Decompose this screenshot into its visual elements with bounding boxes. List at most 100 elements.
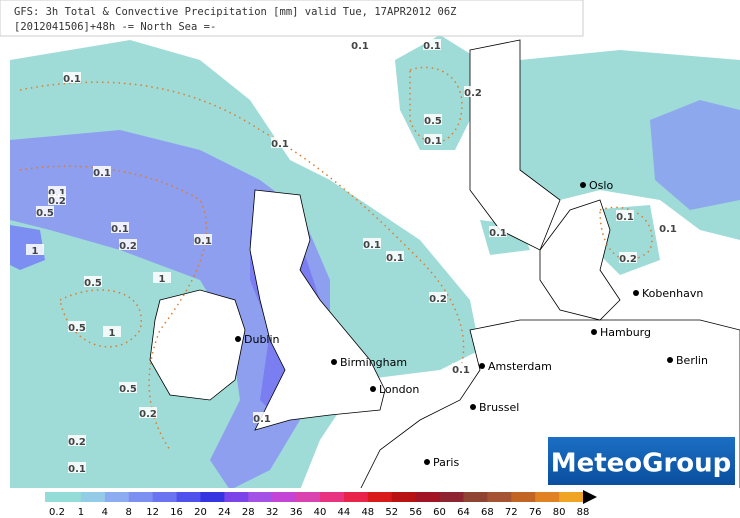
legend-seg [296, 492, 321, 502]
contour-label-bg [271, 137, 289, 148]
contour-label: 0.1 [194, 236, 212, 247]
legend-tick: 20 [194, 507, 207, 518]
city-label: Amsterdam [488, 360, 552, 373]
legend-tick: 1 [78, 507, 84, 518]
city-dot [331, 359, 337, 365]
legend-seg [200, 492, 225, 502]
contour-label-bg [68, 462, 86, 473]
contour-label-bg [363, 238, 381, 249]
legend-seg [80, 492, 106, 502]
contour-label: 0.1 [616, 212, 634, 223]
legend-tick: 56 [409, 507, 422, 518]
contour-label-bg [68, 435, 86, 446]
legend-seg [415, 492, 441, 502]
city-label: Paris [433, 456, 459, 469]
legend-tick: 16 [170, 507, 183, 518]
contour-label-bg [424, 114, 442, 125]
contour-label-bg [619, 252, 637, 263]
contour-label-bg [48, 194, 66, 205]
legend-seg [57, 492, 82, 502]
contour-label: 0.2 [48, 196, 66, 207]
contour-label-bg [63, 72, 81, 83]
contour-label: 0.1 [363, 240, 381, 251]
contour-label: 1 [109, 328, 116, 339]
contour-label-bg [429, 292, 447, 303]
contour-label: 0.1 [423, 41, 441, 52]
legend-seg [343, 492, 369, 502]
legend-seg [128, 492, 154, 502]
legend-seg [535, 492, 560, 502]
legend-tick: 52 [385, 507, 398, 518]
contour-label-bg [423, 39, 441, 50]
legend-seg [248, 492, 273, 502]
contour-label: 0.1 [48, 188, 66, 199]
legend-tick: 8 [126, 507, 132, 518]
legend-tick: 4 [102, 507, 108, 518]
contour-label: 0.1 [424, 136, 442, 147]
city-dot [424, 459, 430, 465]
contour-label-bg [616, 210, 634, 221]
legend-tick: 88 [577, 507, 590, 518]
header-box [0, 0, 584, 37]
contour-label: 1 [32, 246, 39, 257]
legend-tick: 0.2 [49, 507, 65, 518]
legend-seg [176, 492, 201, 502]
city-dot [667, 357, 673, 363]
contour-label: 0.1 [351, 41, 369, 52]
contour-label-bg [36, 206, 54, 217]
city-label: Kobenhavn [642, 287, 703, 300]
city-label: London [379, 383, 419, 396]
logo: MeteoGroup [551, 449, 732, 479]
contour-label-bg [351, 39, 369, 50]
city-dot [580, 182, 586, 188]
contour-label: 0.5 [424, 116, 442, 127]
contour-label-bg [253, 412, 271, 423]
contour-label: 0.2 [68, 437, 86, 448]
city-label: Brussel [479, 401, 519, 414]
contour-label: 0.2 [464, 88, 482, 99]
contour-label-bg [68, 321, 86, 332]
legend-tick: 72 [505, 507, 518, 518]
contour-label-bg [26, 244, 44, 255]
city-dot [633, 290, 639, 296]
contour-label: 0.5 [36, 208, 54, 219]
contour-label-bg [424, 134, 442, 145]
contour-label-bg [93, 166, 111, 177]
city-dot [235, 336, 241, 342]
legend-seg [463, 492, 488, 502]
header-subtitle: [2012041506]+48h -= North Sea =- [14, 21, 216, 33]
contour-label-bg [153, 272, 171, 283]
contour-label-bg [452, 363, 470, 374]
contour-label-bg [489, 226, 507, 237]
contour-label: 0.2 [119, 241, 137, 252]
contour-label: 1 [159, 274, 166, 285]
contour-label-bg [119, 382, 137, 393]
legend-seg [439, 492, 464, 502]
contour-label-bg [464, 86, 482, 97]
legend-tick: 76 [529, 507, 542, 518]
contours [19, 66, 653, 451]
legend-tick: 40 [314, 507, 327, 518]
legend-seg [272, 492, 297, 502]
legend-tick: 60 [433, 507, 446, 518]
city-label: Oslo [589, 179, 613, 192]
contour-label: 0.1 [253, 414, 271, 425]
contour-label: 0.1 [452, 365, 470, 376]
contour-label: 0.2 [139, 409, 157, 420]
contour-label-bg [119, 239, 137, 250]
legend-tick: 44 [338, 507, 351, 518]
legend-seg [45, 492, 57, 502]
contour-label: 0.5 [84, 278, 102, 289]
contour-label-bg [194, 234, 212, 245]
contour-label: 0.5 [68, 323, 86, 334]
city-dot [591, 329, 597, 335]
city-dot [370, 386, 376, 392]
legend-seg [559, 492, 584, 502]
legend-seg [391, 492, 417, 502]
contour-label-bg [659, 222, 677, 233]
legend-tick: 12 [146, 507, 159, 518]
contour-label: 0.1 [93, 168, 111, 179]
contour-label-bg [103, 326, 121, 337]
city-label: Birmingham [340, 356, 407, 369]
